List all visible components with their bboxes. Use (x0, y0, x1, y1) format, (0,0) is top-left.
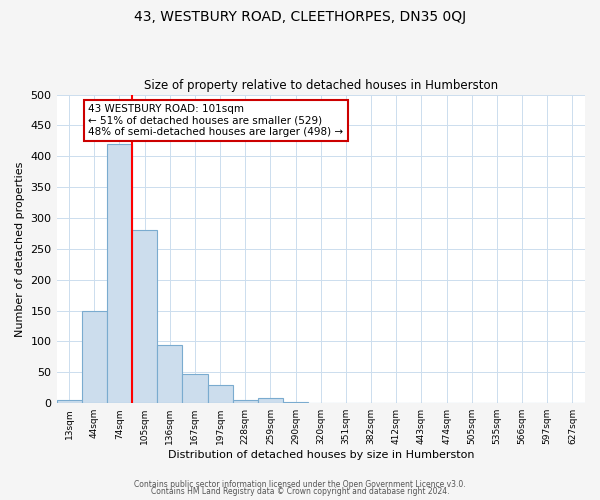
Text: Contains HM Land Registry data © Crown copyright and database right 2024.: Contains HM Land Registry data © Crown c… (151, 488, 449, 496)
Title: Size of property relative to detached houses in Humberston: Size of property relative to detached ho… (144, 79, 498, 92)
X-axis label: Distribution of detached houses by size in Humberston: Distribution of detached houses by size … (167, 450, 474, 460)
Bar (233, 400, 258, 403)
Bar (258, 398, 283, 403)
Text: Contains public sector information licensed under the Open Government Licence v3: Contains public sector information licen… (134, 480, 466, 489)
Text: 43, WESTBURY ROAD, CLEETHORPES, DN35 0QJ: 43, WESTBURY ROAD, CLEETHORPES, DN35 0QJ (134, 10, 466, 24)
Bar (107, 144, 132, 403)
Bar (56, 400, 82, 403)
Bar (208, 384, 233, 403)
Bar (132, 230, 157, 403)
Text: 43 WESTBURY ROAD: 101sqm
← 51% of detached houses are smaller (529)
48% of semi-: 43 WESTBURY ROAD: 101sqm ← 51% of detach… (88, 104, 343, 137)
Bar (182, 374, 208, 403)
Bar (82, 310, 107, 403)
Y-axis label: Number of detached properties: Number of detached properties (15, 161, 25, 336)
Bar (157, 344, 182, 403)
Bar (283, 402, 308, 403)
